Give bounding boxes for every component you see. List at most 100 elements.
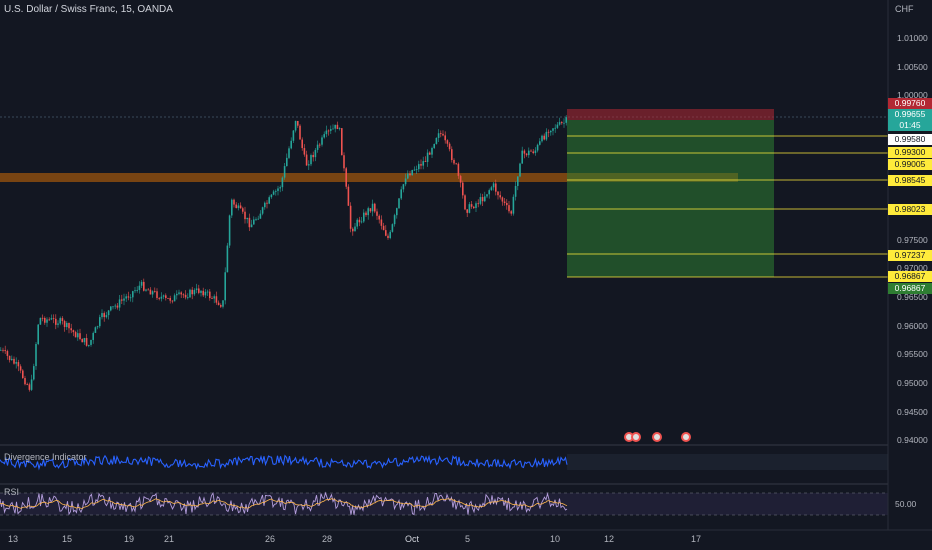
candle-body (422, 161, 424, 166)
candle-body (248, 217, 251, 228)
candle-body (26, 384, 28, 386)
price-tag-level: 0.99580 (888, 134, 932, 145)
candle-body (420, 164, 422, 166)
candle-body (343, 155, 345, 169)
candle-body (556, 124, 559, 128)
candle-body (48, 319, 50, 321)
candle-body (305, 154, 308, 166)
event-flag-icon[interactable] (631, 432, 641, 442)
date-tick: 10 (550, 534, 561, 544)
candle-body (209, 291, 211, 299)
rsi-label[interactable]: RSI (4, 487, 20, 497)
candle-body (147, 289, 149, 291)
price-tick: 0.97500 (897, 235, 928, 245)
divergence-indicator-label[interactable]: Divergence Indicator (4, 452, 87, 462)
candle-body (30, 379, 33, 390)
candle-body (244, 211, 246, 220)
candle-body (189, 289, 191, 298)
candle-body (255, 219, 257, 220)
candle-body (246, 217, 248, 220)
candle-body (156, 291, 158, 298)
event-flag-icon[interactable] (652, 432, 662, 442)
candle-body (268, 197, 270, 204)
candle-body (213, 296, 215, 299)
candle-body (206, 291, 209, 293)
candle-body (176, 293, 178, 296)
price-tick: 0.95500 (897, 349, 928, 359)
support-zone[interactable] (0, 173, 738, 182)
candle-body (514, 185, 517, 197)
candle-body (85, 338, 88, 346)
candle-body (81, 339, 83, 343)
candle-body (167, 298, 169, 299)
candle-body (59, 318, 61, 324)
candle-body (451, 149, 453, 160)
event-flag-icon[interactable] (681, 432, 691, 442)
candle-body (336, 124, 339, 130)
date-tick: Oct (405, 534, 420, 544)
candle-body (338, 128, 341, 130)
candle-body (222, 300, 224, 307)
candle-body (264, 202, 266, 208)
price-tick: 1.00500 (897, 62, 928, 72)
candle-body (50, 318, 53, 320)
candle-body (565, 117, 567, 123)
candle-body (220, 305, 222, 307)
candle-body (187, 297, 189, 299)
candle-body (470, 204, 473, 207)
candle-body (473, 206, 475, 209)
candle-body (534, 150, 537, 154)
price-tag-level: 0.97237 (888, 250, 932, 261)
candle-body (308, 164, 310, 166)
candle-body (321, 137, 323, 145)
candle-body (312, 155, 314, 158)
candle-body (231, 199, 233, 216)
candle-body (118, 299, 121, 308)
candle-body (61, 318, 64, 322)
rsi-ma-series (0, 498, 568, 509)
symbol-title[interactable]: U.S. Dollar / Swiss Franc, 15, OANDA (4, 4, 173, 15)
candle-body (484, 196, 486, 202)
candle-body (68, 322, 70, 329)
candle-body (253, 219, 255, 225)
candle-body (464, 195, 466, 210)
date-tick: 17 (691, 534, 702, 544)
candle-body (369, 208, 372, 212)
candle-body (349, 205, 352, 229)
candle-body (547, 131, 550, 133)
rsi-band (0, 493, 888, 515)
candle-body (22, 370, 24, 379)
candle-body (325, 130, 328, 135)
candle-body (499, 195, 501, 198)
candle-body (352, 228, 354, 232)
candle-body (411, 170, 413, 176)
candle-body (281, 177, 284, 188)
candle-body (486, 194, 488, 197)
candle-body (158, 297, 160, 299)
candle-body (294, 120, 297, 131)
event-flag-icon[interactable] (624, 432, 634, 442)
candle-body (539, 141, 541, 145)
take-profit-zone[interactable] (567, 120, 774, 277)
candle-body (154, 291, 156, 292)
candle-body (15, 362, 17, 364)
candle-body (297, 120, 299, 126)
candle-body (90, 339, 92, 345)
candle-body (431, 147, 433, 155)
candle-body (510, 211, 512, 214)
candle-body (116, 305, 119, 308)
candle-body (145, 289, 147, 291)
date-tick: 15 (62, 534, 73, 544)
candle-body (288, 148, 290, 158)
candle-body (224, 272, 226, 301)
candle-body (435, 137, 438, 144)
candle-body (382, 225, 385, 231)
candle-body (488, 190, 490, 195)
candle-body (182, 294, 185, 296)
candle-body (407, 173, 409, 179)
candle-body (94, 327, 97, 333)
candle-body (558, 122, 561, 125)
stop-loss-zone[interactable] (567, 109, 774, 120)
divergence-series (0, 454, 568, 471)
